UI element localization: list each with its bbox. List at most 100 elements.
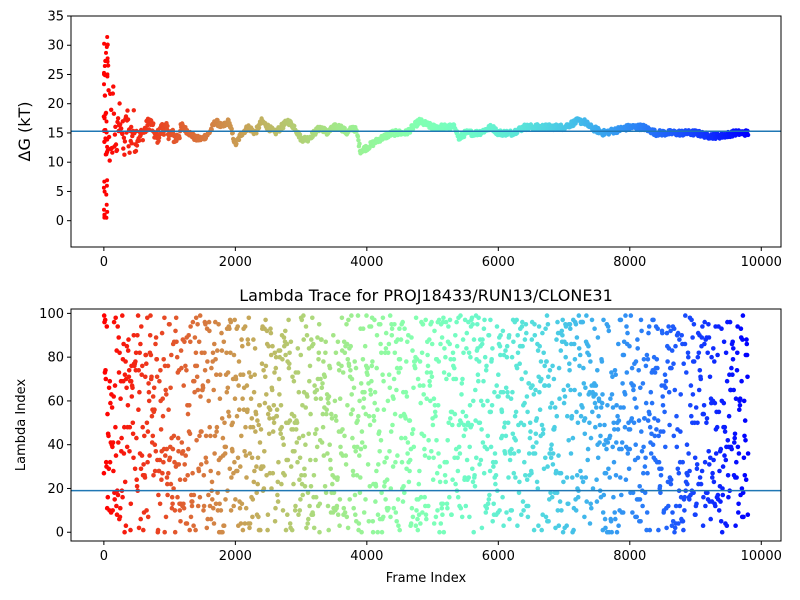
lambda-point [570, 435, 576, 441]
lambda-point [203, 322, 208, 327]
lambda-point [422, 453, 428, 458]
lambda-point [588, 501, 593, 507]
lambda-point [621, 405, 626, 410]
lambda-point [280, 357, 285, 362]
lambda-point [235, 324, 240, 329]
lambda-point [497, 508, 502, 513]
lambda-point [130, 431, 136, 437]
lambda-point [421, 383, 426, 388]
delta-g-point [111, 111, 117, 116]
lambda-point [276, 459, 281, 465]
lambda-point [525, 409, 530, 415]
lambda-point [291, 413, 297, 419]
lambda-point [550, 451, 556, 456]
lambda-point [151, 385, 157, 391]
lambda-point [126, 368, 132, 373]
lambda-point [434, 470, 440, 476]
delta-g-point [573, 121, 578, 126]
lambda-point [388, 514, 393, 520]
lambda-point [163, 453, 168, 458]
lambda-point [161, 357, 166, 362]
lambda-point [637, 484, 642, 489]
lambda-point [185, 473, 190, 478]
lambda-point [519, 324, 525, 329]
lambda-point [378, 322, 383, 327]
lambda-point [157, 378, 162, 384]
lambda-point [293, 427, 299, 432]
lambda-point [717, 468, 722, 474]
lambda-point [235, 455, 241, 461]
lambda-point [322, 484, 328, 489]
lambda-point [675, 466, 681, 472]
lambda-point [112, 497, 117, 502]
lambda-point [548, 490, 553, 496]
lambda-point [415, 376, 421, 382]
lambda-point [596, 413, 601, 419]
lambda-point [542, 363, 547, 369]
lambda-point [611, 494, 616, 500]
lambda-x-axis-label: Frame Index [386, 571, 467, 586]
lambda-point [193, 527, 198, 533]
lambda-point [302, 473, 308, 478]
delta-g-x-ticks: 0 2000 4000 6000 8000 10000 [100, 247, 782, 270]
lambda-point [523, 473, 528, 478]
lambda-point [213, 357, 218, 362]
lambda-point [261, 464, 266, 469]
lambda-point [350, 468, 356, 474]
lambda-point [451, 357, 457, 362]
lambda-point [214, 429, 219, 434]
lambda-point [308, 411, 313, 417]
lambda-point [592, 326, 597, 332]
delta-g-point [109, 107, 114, 113]
lambda-point [311, 473, 317, 478]
lambda-point [205, 359, 210, 364]
lambda-point [351, 505, 357, 511]
lambda-point [561, 387, 566, 393]
lambda-point [370, 519, 376, 524]
lambda-point [315, 335, 320, 340]
lambda-point [730, 357, 736, 362]
lambda-point [467, 444, 473, 450]
lambda-point [535, 486, 541, 491]
lambda-point [573, 322, 579, 327]
lambda-point [603, 470, 609, 476]
lambda-point [464, 457, 470, 463]
lambda-point [436, 451, 441, 456]
lambda-point [525, 514, 531, 520]
lambda-point [245, 407, 250, 413]
lambda-point [261, 486, 267, 491]
lambda-point [209, 479, 215, 485]
lambda-point [734, 475, 739, 480]
lambda-point [230, 420, 235, 426]
lambda-point [716, 508, 722, 513]
lambda-point [468, 354, 473, 360]
lambda-point [106, 385, 112, 391]
lambda-point [553, 525, 558, 531]
lambda-point [381, 514, 386, 520]
lambda-point [721, 339, 727, 345]
lambda-point [644, 527, 649, 533]
lambda-point [645, 418, 651, 423]
lambda-point [603, 525, 608, 531]
lambda-point [684, 370, 689, 375]
lambda-point [214, 424, 220, 430]
delta-g-point [105, 209, 110, 214]
lambda-point [125, 348, 131, 353]
lambda-point [216, 470, 221, 476]
lambda-point [704, 420, 709, 426]
lambda-point [191, 523, 196, 528]
lambda-point [682, 494, 687, 500]
lambda-point [691, 359, 697, 364]
lambda-point [432, 409, 438, 415]
lambda-point [703, 503, 708, 509]
lambda-chart-title: Lambda Trace for PROJ18433/RUN13/CLONE31 [239, 286, 613, 305]
lambda-point [471, 398, 476, 404]
lambda-point [372, 389, 378, 395]
lambda-point [172, 529, 178, 535]
lambda-point [566, 501, 571, 507]
lambda-point [395, 337, 401, 342]
lambda-point [177, 508, 183, 513]
lambda-point [663, 444, 668, 450]
lambda-point [154, 357, 160, 362]
